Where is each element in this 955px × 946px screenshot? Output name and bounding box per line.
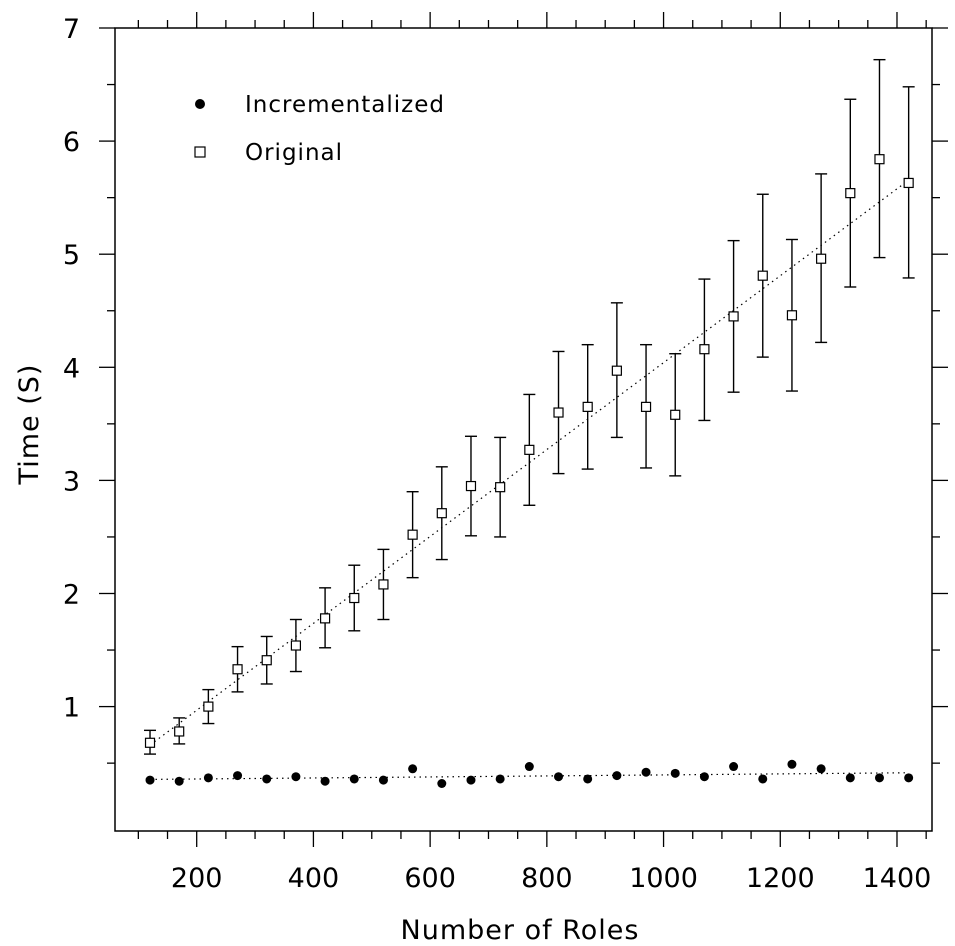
point-original: [378, 579, 389, 590]
x-tick-label: 1400: [863, 863, 932, 894]
y-tick-label: 2: [63, 579, 80, 610]
point-original: [495, 482, 506, 493]
point-incrementalized: [349, 774, 359, 784]
point-incrementalized: [845, 773, 855, 783]
point-incrementalized: [904, 773, 914, 783]
x-tick-label: 1000: [629, 863, 698, 894]
point-original: [903, 177, 914, 189]
point-original: [582, 401, 593, 412]
point-original: [232, 664, 243, 675]
point-incrementalized: [466, 775, 476, 785]
x-tick-label: 1200: [746, 863, 815, 894]
point-original: [699, 344, 710, 355]
point-original: [290, 640, 302, 651]
legend-marker-incrementalized: [195, 99, 205, 109]
point-incrementalized: [203, 773, 213, 783]
point-original: [436, 508, 447, 519]
point-incrementalized: [233, 771, 243, 781]
point-incrementalized: [670, 768, 680, 778]
y-tick-label: 7: [63, 14, 80, 45]
point-original: [319, 613, 331, 624]
point-original: [757, 270, 768, 281]
point-incrementalized: [554, 772, 564, 782]
y-tick-label: 5: [63, 240, 80, 271]
point-original: [640, 401, 652, 412]
point-incrementalized: [408, 764, 418, 774]
legend-label-incrementalized: Incrementalized: [245, 92, 445, 118]
point-incrementalized: [262, 774, 272, 784]
point-original: [845, 188, 856, 199]
point-incrementalized: [729, 762, 739, 772]
point-original: [174, 726, 185, 737]
point-incrementalized: [378, 775, 388, 785]
point-incrementalized: [758, 774, 768, 784]
tick-labels: 200 400 600 800 1000 1200 1400 1 2 3 4 5 6 7: [63, 14, 932, 894]
y-tick-label: 1: [63, 693, 80, 724]
point-incrementalized: [583, 774, 593, 784]
point-incrementalized: [495, 774, 505, 784]
y-tick-label: 4: [63, 353, 80, 384]
point-incrementalized: [612, 771, 622, 781]
y-tick-label: 3: [63, 466, 80, 497]
point-incrementalized: [320, 776, 330, 786]
plot-frame: [114, 27, 933, 832]
point-original: [349, 592, 360, 604]
point-incrementalized: [524, 762, 534, 772]
data-points: [144, 154, 914, 788]
x-tick-label: 600: [404, 863, 456, 894]
x-axis-label: Number of Roles: [401, 915, 640, 946]
point-incrementalized: [437, 778, 447, 788]
point-original: [611, 365, 622, 376]
x-tick-label: 400: [288, 863, 340, 894]
point-original: [728, 311, 739, 322]
point-original: [816, 253, 827, 264]
point-original: [465, 480, 477, 492]
tick-marks: [99, 12, 948, 847]
point-original: [203, 701, 214, 712]
point-incrementalized: [816, 764, 826, 774]
x-tick-label: 800: [521, 863, 573, 894]
legend-label-original: Original: [245, 140, 343, 166]
point-original: [407, 529, 418, 540]
y-tick-label: 6: [63, 127, 80, 158]
point-original: [261, 655, 272, 666]
y-axis-label: Time (S): [14, 364, 45, 486]
point-incrementalized: [145, 775, 155, 785]
point-incrementalized: [699, 772, 709, 782]
x-tick-label: 200: [171, 863, 223, 894]
point-incrementalized: [291, 772, 301, 782]
point-incrementalized: [641, 767, 651, 777]
point-original: [553, 407, 564, 418]
point-original: [524, 444, 535, 455]
point-original: [786, 310, 798, 321]
point-incrementalized: [874, 773, 884, 783]
legend: Incrementalized Original: [194, 92, 445, 166]
point-original: [670, 409, 681, 420]
point-original: [874, 154, 885, 165]
point-incrementalized: [174, 776, 184, 786]
point-incrementalized: [787, 759, 797, 769]
point-original: [144, 737, 156, 748]
legend-marker-original: [194, 146, 206, 158]
